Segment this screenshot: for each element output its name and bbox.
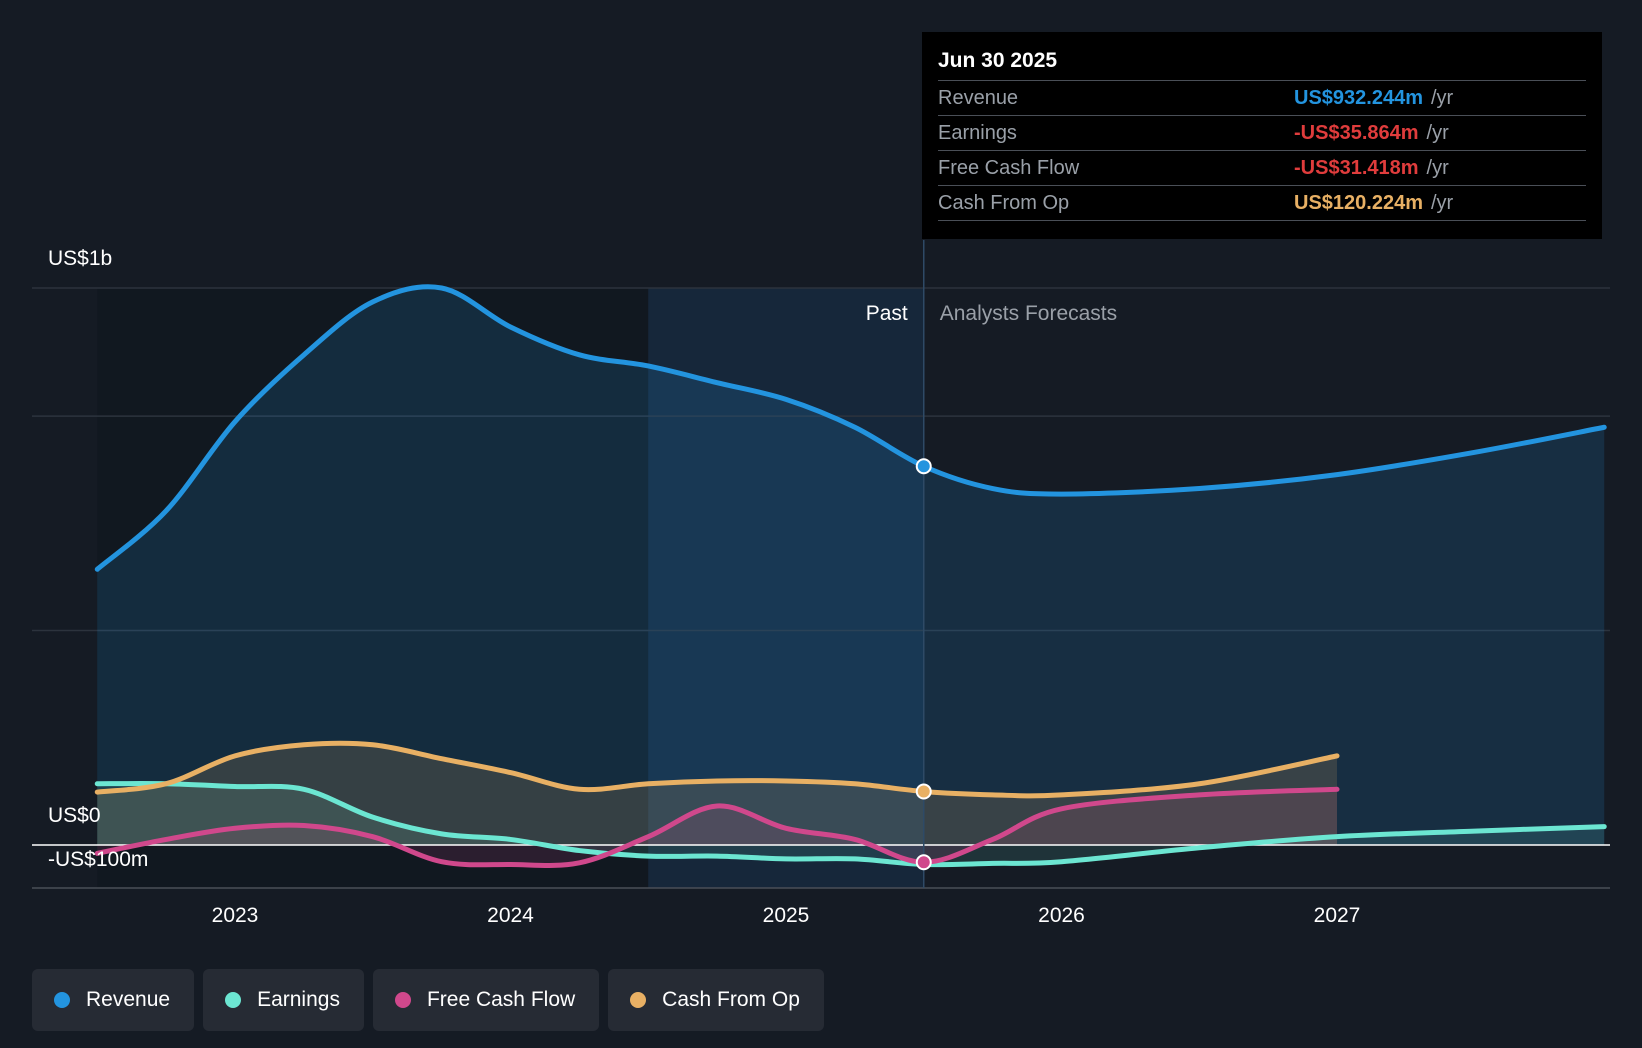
x-tick-label: 2025	[763, 904, 810, 927]
y-tick-label: US$0	[48, 804, 101, 827]
series-line-earnings	[94, 781, 1607, 868]
legend-dot-icon	[630, 992, 647, 1008]
series-line-free-cash-flow	[94, 786, 1340, 868]
y-tick-label: US$1b	[48, 247, 112, 270]
series-line-revenue	[94, 284, 1607, 572]
series-area-free-cash-flow	[97, 789, 1337, 866]
legend-item-free-cash-flow[interactable]: Free Cash Flow	[372, 969, 600, 1031]
legend-label: Revenue	[86, 988, 171, 1011]
legend: Revenue Earnings Free Cash Flow Cash Fro…	[32, 969, 833, 1031]
legend-item-earnings[interactable]: Earnings	[203, 969, 364, 1031]
y-tick-label: -US$100m	[48, 848, 148, 871]
tooltip-value: US$120.224m	[1294, 192, 1423, 214]
tooltip-panel: Jun 30 2025 Revenue US$932.244m /yr Earn…	[922, 32, 1602, 239]
tooltip-label: Revenue	[938, 87, 1019, 109]
x-tick-label: 2023	[212, 904, 259, 927]
axis-labels: US$1b US$0 -US$100m 2023 2024 2025 2026 2027	[48, 247, 1360, 927]
legend-label: Cash From Op	[662, 988, 800, 1011]
marker-free-cash-flow	[915, 854, 932, 871]
x-tick-label: 2026	[1038, 904, 1085, 927]
tooltip-date: Jun 30 2025	[938, 49, 1058, 72]
tooltip-row-free-cash-flow: Free Cash Flow -US$31.418m /yr	[938, 150, 1586, 185]
tooltip-label: Free Cash Flow	[938, 157, 1080, 179]
marker-cash-from-op	[915, 783, 932, 800]
tooltip-unit: /yr	[1426, 157, 1449, 179]
series-line-cash-from-op	[94, 740, 1340, 799]
legend-item-revenue[interactable]: Revenue	[32, 969, 195, 1031]
gridlines	[32, 287, 1610, 632]
legend-label: Earnings	[257, 988, 340, 1011]
tooltip-value: -US$31.418m	[1294, 157, 1419, 179]
tooltip-value: -US$35.864m	[1294, 122, 1419, 144]
tooltip-label: Earnings	[938, 122, 1017, 144]
series-lines	[94, 284, 1607, 868]
tooltip-unit: /yr	[1426, 122, 1449, 144]
x-tick-label: 2024	[487, 904, 534, 927]
series-area-revenue	[97, 286, 1605, 845]
tooltip-row-earnings: Earnings -US$35.864m /yr	[938, 115, 1586, 150]
legend-dot-icon	[394, 992, 411, 1008]
legend-item-cash-from-op[interactable]: Cash From Op	[608, 969, 824, 1031]
tooltip-row-revenue: Revenue US$932.244m /yr	[938, 80, 1586, 115]
tooltip-unit: /yr	[1430, 192, 1454, 214]
hover-markers	[915, 458, 932, 871]
past-label: Past	[866, 302, 908, 325]
tooltip-row-cash-from-op: Cash From Op US$120.224m /yr	[938, 185, 1586, 221]
tooltip-label: Cash From Op	[938, 192, 1070, 214]
legend-label: Free Cash Flow	[426, 988, 576, 1011]
tooltip-value: US$932.244m	[1294, 87, 1423, 109]
tooltip-unit: /yr	[1430, 87, 1454, 109]
past-region-shade	[97, 288, 649, 888]
x-tick-label: 2027	[1314, 904, 1361, 927]
legend-dot-icon	[54, 992, 70, 1008]
forecast-label: Analysts Forecasts	[940, 302, 1117, 325]
marker-revenue	[915, 458, 932, 475]
legend-dot-icon	[225, 992, 242, 1008]
